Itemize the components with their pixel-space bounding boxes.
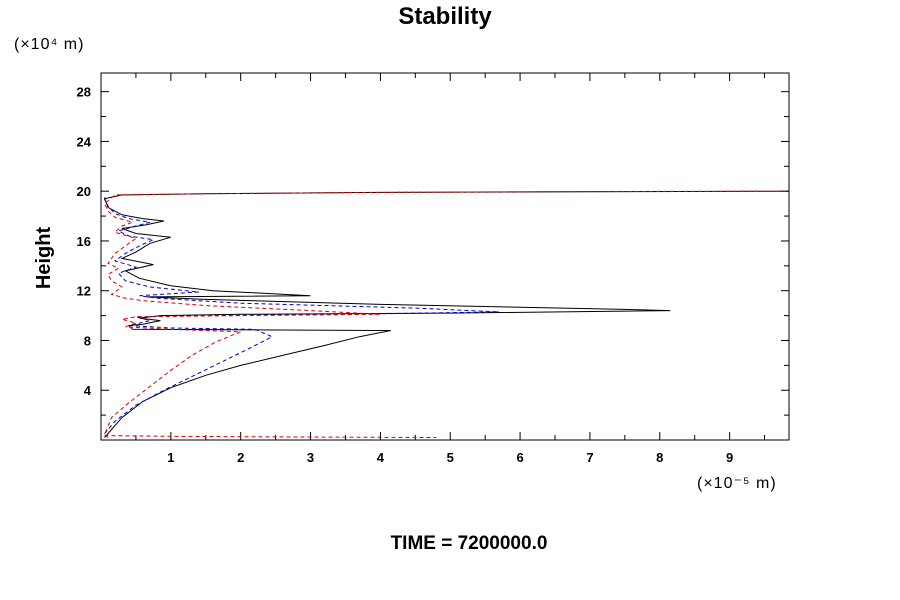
- series-line-2: [104, 197, 500, 435]
- series-line-4: [104, 435, 437, 438]
- plot-frame: [100, 72, 790, 441]
- y-tick-label: 16: [77, 234, 91, 249]
- series-layer: [103, 190, 790, 438]
- x-tick-label: 5: [447, 450, 454, 465]
- y-tick-labels: 4 8 12 16 20 24 28: [77, 85, 92, 399]
- x-tick-labels: 1 2 3 4 5 6 7 8 9: [167, 450, 733, 465]
- x-tick-label: 2: [237, 450, 244, 465]
- y-tick-label: 20: [77, 184, 91, 199]
- y-tick-label: 8: [84, 333, 91, 348]
- axis-ticks: [101, 73, 789, 440]
- y-tick-label: 4: [84, 383, 92, 398]
- x-tick-label: 8: [656, 450, 663, 465]
- x-unit-label: (×10⁻⁵ m): [697, 475, 777, 492]
- y-tick-label: 24: [77, 134, 92, 149]
- x-tick-label: 4: [377, 450, 385, 465]
- y-tick-label: 12: [77, 284, 91, 299]
- y-unit-label: (×10⁴ m): [14, 36, 84, 53]
- x-tick-label: 6: [516, 450, 523, 465]
- x-tick-label: 7: [586, 450, 593, 465]
- y-tick-label: 28: [77, 85, 91, 100]
- x-tick-label: 9: [726, 450, 733, 465]
- x-tick-label: 1: [167, 450, 174, 465]
- y-axis-label: Height: [33, 227, 55, 290]
- x-tick-label: 3: [307, 450, 314, 465]
- chart-title: Stability: [398, 3, 492, 30]
- series-line-1: [103, 190, 790, 438]
- time-footer: TIME = 7200000.0: [391, 533, 548, 554]
- series-line-3: [103, 190, 790, 438]
